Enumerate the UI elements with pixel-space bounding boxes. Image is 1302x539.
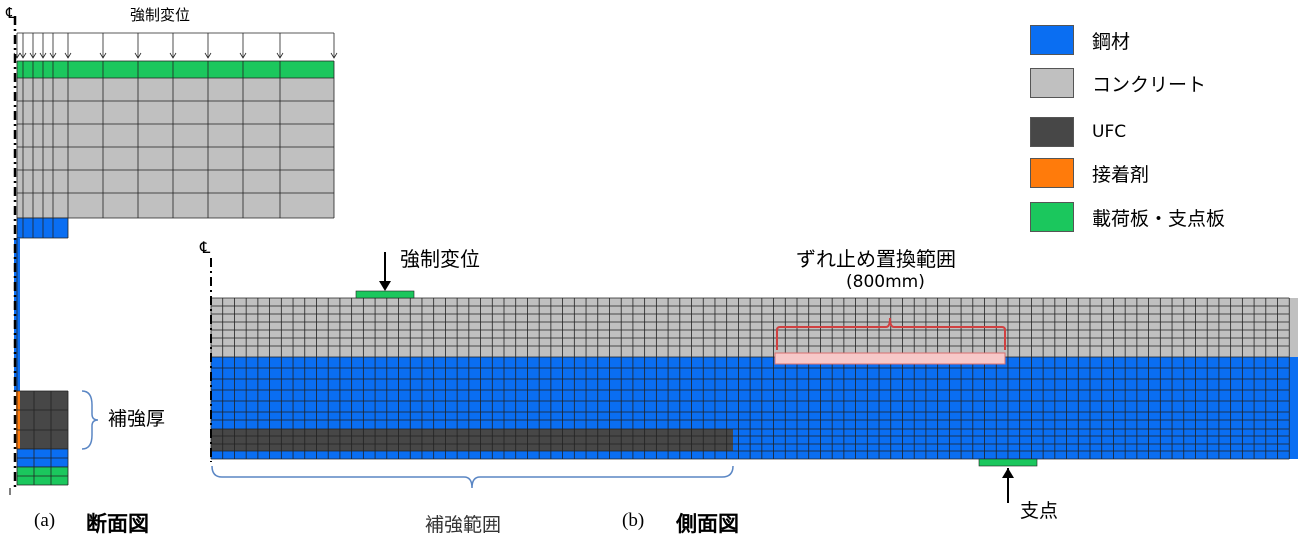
load-arrowhead: [379, 281, 391, 291]
side-concrete: [211, 298, 1298, 357]
cross-section-centerline-symbol: ℄: [6, 4, 16, 22]
legend-label: 載荷板・支点板: [1092, 207, 1226, 230]
load-arrowhead: [29, 52, 37, 59]
caption-b: 側面図: [676, 512, 739, 536]
load-arrowhead: [239, 52, 247, 59]
legend-item-ufc: UFC: [1030, 117, 1126, 147]
thickness-label: 補強厚: [108, 408, 166, 430]
stud-range-length: (800mm): [846, 272, 925, 292]
load-arrowhead: [49, 52, 57, 59]
load-arrowhead: [134, 52, 142, 59]
legend-swatch: [1030, 117, 1074, 147]
caption-a: 断面図: [86, 512, 149, 536]
stud-range-bracket: [776, 317, 1006, 350]
side-ufc: [211, 429, 733, 451]
thickness-bracket: [81, 390, 99, 450]
reinforce-range-label: 補強範囲: [425, 514, 502, 536]
stud-range-label: ずれ止め置換範囲: [796, 247, 956, 271]
load-arrowhead: [276, 52, 284, 59]
load-arrowhead: [39, 52, 47, 59]
legend-label: 鋼材: [1092, 30, 1131, 53]
support-arrowhead: [1002, 468, 1014, 478]
load-arrowhead: [204, 52, 212, 59]
side-support-plate: [978, 458, 1038, 467]
steel-flange: [17, 218, 68, 238]
load-arrowhead: [64, 52, 72, 59]
side-loading-plate: [355, 290, 415, 299]
legend-swatch: [1030, 202, 1074, 232]
legend-label: コンクリート: [1092, 73, 1207, 96]
concrete-slab: [17, 78, 334, 218]
legend-label: 接着剤: [1092, 163, 1150, 186]
load-arrowhead: [330, 52, 338, 59]
legend-item-steel: 鋼材: [1030, 25, 1130, 55]
legend-swatch: [1030, 68, 1074, 98]
load-arrowhead: [169, 52, 177, 59]
legend-label: UFC: [1092, 122, 1127, 142]
adhesive-layer: [16, 391, 20, 449]
reinforce-range-brace: [211, 465, 734, 489]
legend-item-adhesive: 接着剤: [1030, 158, 1149, 188]
legend-swatch: [1030, 25, 1074, 55]
support-label: 支点: [1020, 500, 1059, 522]
caption-a-prefix: (a): [34, 510, 56, 531]
load-arrowhead: [19, 52, 27, 59]
legend-item-concrete: コンクリート: [1030, 68, 1206, 98]
loading-plate: [17, 61, 334, 78]
ufc-block: [17, 391, 68, 449]
cross-section-load-label: 強制変位: [130, 6, 191, 24]
side-centerline-symbol: ℄: [200, 238, 211, 257]
load-arrowhead: [99, 52, 107, 59]
side-load-label: 強制変位: [400, 247, 480, 271]
caption-b-prefix: (b): [622, 510, 645, 531]
legend-item-plate: 載荷板・支点板: [1030, 202, 1225, 232]
legend-swatch: [1030, 158, 1074, 188]
stud-replacement-zone: [774, 352, 1006, 365]
